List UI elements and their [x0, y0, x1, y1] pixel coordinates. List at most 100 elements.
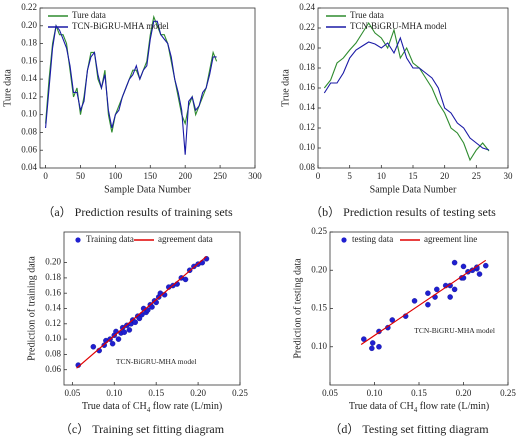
y-tick-label: 0.08 [21, 127, 37, 137]
y-tick-label: 0.04 [21, 162, 37, 172]
legend-label: TCN-BiGRU-MHA model [350, 21, 447, 31]
x-tick-label: 150 [144, 171, 158, 181]
series-line [45, 20, 217, 155]
legend-label: TCN-BiGRU-MHA model [72, 21, 169, 31]
x-tick-label: 0.20 [190, 388, 206, 398]
y-tick-label: 0.22 [21, 2, 37, 12]
x-tick-label: 20 [440, 171, 450, 181]
x-tick-label: 0.15 [148, 388, 164, 398]
scatter-point [132, 319, 138, 326]
caption: （c） Training set fitting diagram [60, 422, 225, 436]
legend-label: agreement line [424, 234, 477, 244]
y-tick-label: 0.10 [21, 109, 37, 119]
y-tick-label: 0.15 [311, 303, 327, 313]
y-axis-label: True data [280, 69, 291, 107]
x-tick-label: 250 [213, 171, 227, 181]
x-axis-label-part: flow rate (L/min) [150, 401, 222, 412]
scatter-point [90, 343, 97, 350]
y-tick-label: 0.18 [45, 272, 61, 282]
scatter-point [425, 301, 431, 308]
y-tick-label: 0.10 [299, 142, 315, 152]
plot-frame [39, 7, 256, 169]
scatter-point [149, 304, 155, 310]
scatter-point [482, 262, 489, 269]
y-tick-label: 0.10 [311, 341, 327, 351]
y-tick-label: 0.24 [299, 2, 315, 12]
y-tick-label: 0.16 [45, 287, 61, 297]
x-axis-label-part: True data of CH [82, 401, 147, 412]
y-axis-label: Prediction of training data [26, 256, 37, 361]
y-tick-label: 0.12 [21, 91, 37, 101]
scatter-point [369, 340, 376, 346]
scatter-point [476, 271, 483, 277]
y-axis-label: Ture data [2, 69, 13, 107]
y-tick-label: 0.18 [299, 62, 315, 72]
legend-label: agreement data [158, 234, 213, 244]
agreement-line [76, 256, 207, 369]
x-tick-label: 0.10 [367, 388, 383, 398]
annotation: TCN-BiGRU-MHA model [414, 326, 495, 335]
y-tick-label: 0.14 [21, 73, 37, 83]
x-tick-label: 0.15 [411, 388, 427, 398]
y-tick-label: 0.08 [45, 348, 61, 358]
y-tick-label: 0.16 [21, 55, 37, 65]
x-tick-label: 0.25 [500, 388, 516, 398]
scatter-point [109, 340, 116, 347]
x-axis-label-part: True data of CH [349, 401, 414, 412]
y-tick-label: 0.06 [21, 144, 37, 154]
x-tick-label: 0.20 [456, 388, 472, 398]
agreement-line [360, 259, 487, 345]
scatter-point [451, 286, 458, 293]
plot-frame [317, 7, 509, 169]
scatter-point [121, 329, 128, 335]
y-tick-label: 0.12 [299, 122, 315, 132]
y-tick-label: 0.20 [299, 42, 315, 52]
y-tick-label: 0.08 [299, 162, 315, 172]
x-tick-label: 30 [504, 171, 514, 181]
scatter-point [136, 315, 143, 322]
caption: （a） Prediction results of training sets [42, 205, 233, 219]
series-line [323, 36, 490, 151]
x-tick-label: 200 [178, 171, 192, 181]
y-tick-label: 0.14 [45, 303, 61, 313]
x-tick-label: 5 [347, 171, 352, 181]
caption: （d） Testing set fitting diagram [329, 422, 489, 436]
y-tick-label: 0.22 [299, 22, 315, 32]
scatter-point [376, 343, 382, 350]
scatter-point [411, 298, 418, 304]
x-tick-label: 0.05 [322, 388, 338, 398]
x-tick-label: 15 [409, 171, 419, 181]
legend-label: Training data [86, 234, 134, 244]
x-tick-label: 300 [248, 171, 262, 181]
x-tick-label: 25 [472, 171, 482, 181]
x-tick-label: 50 [76, 171, 86, 181]
legend-swatch [75, 237, 81, 243]
scatter-point [460, 263, 467, 270]
x-tick-label: 0 [43, 171, 48, 181]
y-tick-label: 0.14 [299, 102, 315, 112]
legend-label: Ture data [72, 10, 106, 20]
subscript: 4 [147, 406, 151, 414]
y-tick-label: 0.06 [45, 364, 61, 374]
plot-frame [329, 231, 509, 386]
x-tick-label: 0.10 [106, 388, 122, 398]
y-tick-label: 0.25 [311, 226, 327, 236]
y-tick-label: 0.20 [45, 257, 61, 267]
scatter-point [182, 276, 189, 283]
x-tick-label: 0 [316, 171, 321, 181]
scatter-point [434, 286, 440, 293]
y-tick-label: 0.20 [21, 20, 37, 30]
x-axis-label: Sample Data Number [104, 184, 191, 195]
x-axis-label: Sample Data Number [370, 184, 457, 195]
x-tick-label: 0.05 [65, 388, 81, 398]
scatter-point [389, 317, 396, 323]
y-axis-label: Prediction of testing data [292, 258, 303, 359]
scatter-point [425, 290, 431, 296]
x-tick-label: 10 [377, 171, 387, 181]
scatter-point [451, 259, 458, 266]
scatter-point [115, 336, 122, 342]
caption: （b） Prediction results of testing sets [310, 205, 496, 219]
scatter-point [447, 294, 453, 300]
legend-label: True data [350, 10, 384, 20]
scatter-point [126, 327, 133, 333]
